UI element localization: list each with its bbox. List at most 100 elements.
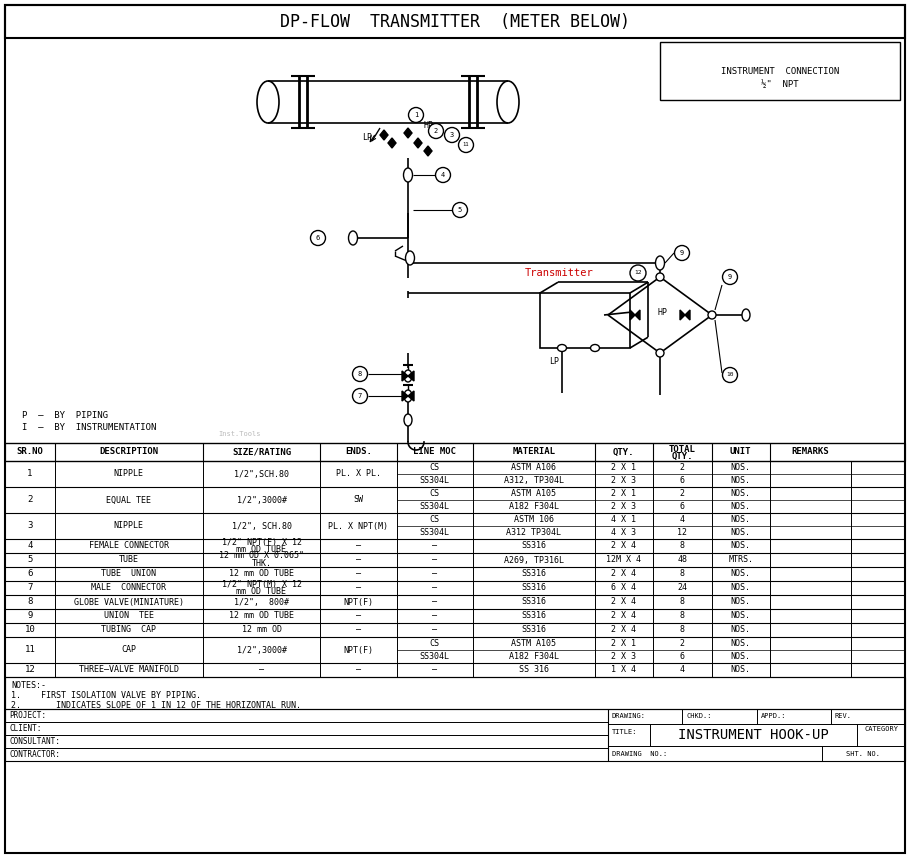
Text: –: – [432,625,437,635]
Text: –: – [432,666,437,674]
Text: SS316: SS316 [521,583,546,593]
Text: 1/2", SCH.80: 1/2", SCH.80 [231,522,291,530]
Text: –: – [432,583,437,593]
Polygon shape [414,138,422,148]
Text: SS316: SS316 [521,612,546,620]
Circle shape [630,265,646,281]
Text: NOS.: NOS. [731,639,751,648]
Text: SS316: SS316 [521,625,546,635]
Text: 7: 7 [358,393,362,399]
Text: 2 X 4: 2 X 4 [612,541,636,551]
Text: 1/2",SCH.80: 1/2",SCH.80 [234,469,289,479]
Text: NOS.: NOS. [731,570,751,578]
Text: 2: 2 [434,128,438,134]
Text: HP: HP [658,308,668,317]
Text: NOS.: NOS. [731,502,751,511]
Text: ½"  NPT: ½" NPT [761,81,799,89]
Text: 4: 4 [27,541,33,551]
Text: CATEGORY: CATEGORY [864,726,898,732]
Polygon shape [408,391,414,401]
Text: CS: CS [430,515,440,524]
Text: ASTM A105: ASTM A105 [511,639,556,648]
Text: –: – [356,666,360,674]
Text: 2: 2 [680,489,684,498]
Text: 48: 48 [677,555,687,565]
Text: SR.NO: SR.NO [16,448,43,456]
Text: 7: 7 [27,583,33,593]
Circle shape [723,269,737,285]
Text: –: – [432,612,437,620]
Ellipse shape [708,311,716,319]
Text: –: – [432,541,437,551]
Ellipse shape [349,231,358,245]
Text: 5: 5 [458,207,462,213]
Polygon shape [380,130,388,140]
Text: 12 mm OD X 0.065": 12 mm OD X 0.065" [219,552,304,560]
Text: Transmitter: Transmitter [525,268,593,278]
Text: 12 mm OD TUBE: 12 mm OD TUBE [229,570,294,578]
Text: DRAWING  NO.:: DRAWING NO.: [612,751,667,757]
Ellipse shape [406,251,414,265]
Text: 12: 12 [634,270,642,275]
Text: APPD.:: APPD.: [761,713,786,719]
Text: INSTRUMENT HOOK-UP: INSTRUMENT HOOK-UP [678,728,829,742]
Ellipse shape [558,345,567,352]
Text: A312 TP304L: A312 TP304L [506,528,561,537]
Text: HP: HP [424,120,434,130]
Text: 6: 6 [680,652,684,661]
Text: TOTAL: TOTAL [669,444,695,454]
Text: THREE–VALVE MANIFOLD: THREE–VALVE MANIFOLD [79,666,178,674]
Text: 4 X 1: 4 X 1 [612,515,636,524]
Text: 2 X 4: 2 X 4 [612,570,636,578]
Text: 6: 6 [316,235,320,241]
Text: 10: 10 [726,372,733,378]
Text: 6 X 4: 6 X 4 [612,583,636,593]
Text: 10: 10 [25,625,35,635]
Bar [660,42,900,100]
Text: 8: 8 [680,541,684,551]
Text: 1/2" NPT(F) X 12: 1/2" NPT(F) X 12 [221,537,301,547]
Text: NOS.: NOS. [731,515,751,524]
Text: LP: LP [362,134,372,142]
Text: CONSULTANT:: CONSULTANT: [9,737,60,746]
Ellipse shape [742,309,750,321]
Text: 2 X 4: 2 X 4 [612,612,636,620]
Text: 2.       INDICATES SLOPE OF 1 IN 12 OF THE HORIZONTAL RUN.: 2. INDICATES SLOPE OF 1 IN 12 OF THE HOR… [11,700,301,710]
Circle shape [723,367,737,383]
Text: –: – [356,541,360,551]
Text: ENDS.: ENDS. [345,448,371,456]
Polygon shape [630,310,635,320]
Text: 4: 4 [680,515,684,524]
Text: 2 X 1: 2 X 1 [612,463,636,472]
Text: 4: 4 [680,666,684,674]
Bar [540,293,630,348]
Text: NIPPLE: NIPPLE [114,522,144,530]
Text: CS: CS [430,463,440,472]
Text: 2 X 3: 2 X 3 [612,502,636,511]
Text: 3: 3 [27,522,33,530]
Text: NOTES:-: NOTES:- [11,680,46,690]
Text: 1 X 4: 1 X 4 [612,666,636,674]
Ellipse shape [655,256,664,270]
Text: THK.: THK. [251,559,271,569]
Text: –: – [356,555,360,565]
Polygon shape [408,371,414,381]
Text: 6: 6 [680,502,684,511]
Text: –: – [432,597,437,607]
Text: MALE  CONNECTOR: MALE CONNECTOR [91,583,167,593]
Text: CHKD.:: CHKD.: [686,713,712,719]
Text: UNIT: UNIT [730,448,752,456]
Text: LP: LP [549,358,559,366]
Text: 1/2",3000#: 1/2",3000# [237,645,287,655]
Text: ASTM A105: ASTM A105 [511,489,556,498]
Text: mm OD TUBE: mm OD TUBE [237,546,287,554]
Text: INSTRUMENT  CONNECTION: INSTRUMENT CONNECTION [721,68,839,76]
Text: 4 X 3: 4 X 3 [612,528,636,537]
Text: CAP: CAP [121,645,136,655]
Text: SS316: SS316 [521,541,546,551]
Text: MATERIAL: MATERIAL [512,448,555,456]
Text: CONTRACTOR:: CONTRACTOR: [9,750,60,759]
Text: 4: 4 [440,172,445,178]
Bar [5,5,905,38]
Text: GLOBE VALVE(MINIATURE): GLOBE VALVE(MINIATURE) [74,597,184,607]
